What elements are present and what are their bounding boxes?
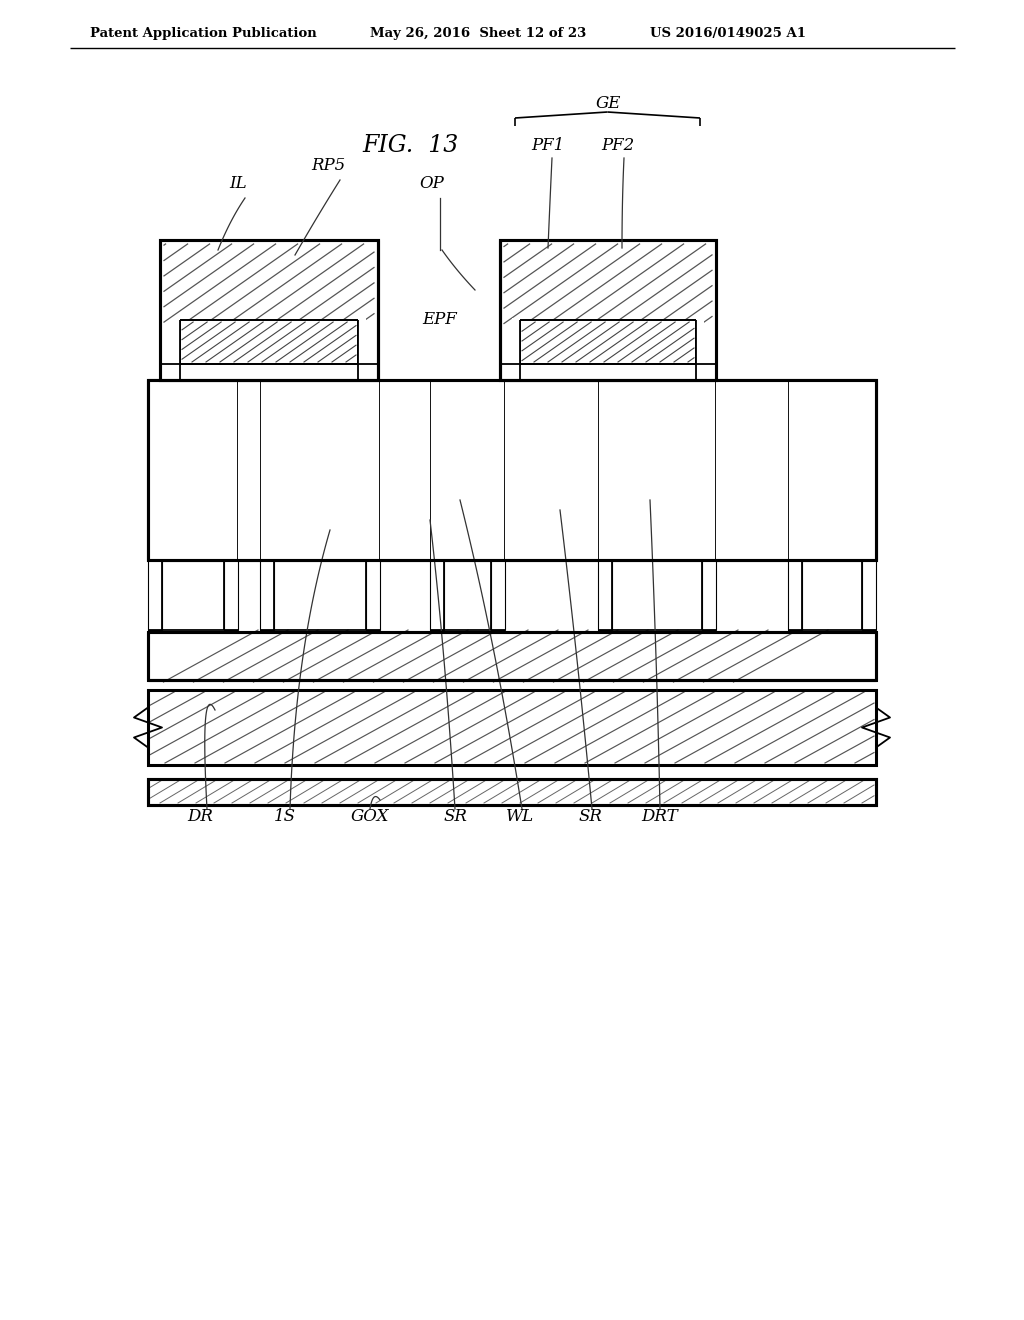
Bar: [238, 380, 260, 560]
Bar: [500, 240, 716, 380]
Text: RP5: RP5: [311, 157, 345, 174]
Bar: [148, 690, 876, 766]
Bar: [380, 380, 430, 560]
Bar: [366, 560, 380, 630]
Bar: [504, 244, 712, 327]
Bar: [164, 244, 374, 327]
Text: GE: GE: [595, 95, 621, 112]
Bar: [505, 380, 598, 560]
Bar: [148, 632, 876, 680]
Text: EPF: EPF: [423, 312, 458, 329]
Bar: [148, 380, 876, 560]
Bar: [512, 318, 520, 378]
Bar: [148, 690, 876, 766]
Text: OP: OP: [420, 176, 444, 191]
Bar: [598, 560, 612, 630]
Bar: [520, 319, 696, 364]
Bar: [696, 318, 705, 378]
Text: WL: WL: [506, 808, 535, 825]
Bar: [788, 560, 802, 630]
Text: DR: DR: [187, 808, 213, 825]
Bar: [180, 319, 358, 364]
Bar: [148, 560, 162, 630]
Bar: [366, 560, 380, 630]
Bar: [160, 240, 378, 380]
Bar: [160, 240, 378, 380]
Text: May 26, 2016  Sheet 12 of 23: May 26, 2016 Sheet 12 of 23: [370, 26, 587, 40]
Text: PF2: PF2: [601, 137, 635, 154]
Bar: [148, 779, 876, 805]
Bar: [378, 240, 500, 380]
Bar: [702, 560, 716, 630]
Bar: [702, 560, 716, 630]
Text: US 2016/0149025 A1: US 2016/0149025 A1: [650, 26, 806, 40]
Text: 1S: 1S: [274, 808, 296, 825]
Bar: [224, 560, 238, 630]
Bar: [172, 318, 180, 378]
Text: IL: IL: [229, 176, 247, 191]
Bar: [862, 560, 876, 630]
Bar: [500, 240, 716, 380]
Bar: [788, 380, 876, 560]
Bar: [260, 560, 274, 630]
Bar: [490, 560, 505, 630]
Text: PF1: PF1: [531, 137, 564, 154]
Bar: [598, 380, 716, 560]
Bar: [148, 560, 162, 630]
Text: GOX: GOX: [351, 808, 389, 825]
Bar: [148, 779, 876, 805]
Text: SR: SR: [443, 808, 467, 825]
Text: DRT: DRT: [642, 808, 678, 825]
Bar: [716, 380, 788, 560]
Bar: [148, 380, 238, 560]
Bar: [788, 560, 802, 630]
Bar: [490, 560, 505, 630]
Bar: [148, 380, 238, 560]
Text: FIG.  13: FIG. 13: [362, 133, 459, 157]
Bar: [358, 318, 366, 378]
Bar: [520, 319, 696, 364]
Bar: [862, 560, 876, 630]
Bar: [598, 380, 716, 560]
Bar: [260, 380, 380, 560]
Bar: [430, 560, 444, 630]
Bar: [260, 380, 380, 560]
Bar: [148, 380, 876, 560]
Bar: [260, 560, 274, 630]
Bar: [430, 560, 444, 630]
Text: SR: SR: [579, 808, 602, 825]
Bar: [180, 319, 358, 364]
Bar: [788, 380, 876, 560]
Bar: [430, 380, 505, 560]
Bar: [598, 560, 612, 630]
Text: Patent Application Publication: Patent Application Publication: [90, 26, 316, 40]
Bar: [430, 380, 505, 560]
Bar: [224, 560, 238, 630]
